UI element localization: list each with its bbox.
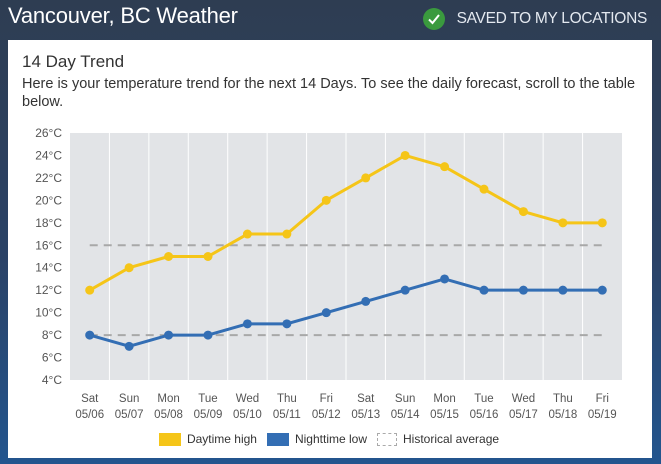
x-tick-date: 05/17 [509,409,538,421]
x-tick-date: 05/10 [233,409,262,421]
data-point-high[interactable] [321,195,331,205]
data-point-high[interactable] [85,285,95,295]
x-tick-date: 05/18 [548,409,577,421]
data-point-high[interactable] [203,252,213,261]
data-point-high[interactable] [558,218,568,228]
x-tick-date: 05/11 [273,409,301,421]
data-point-high[interactable] [361,173,371,183]
y-tick-label: 20°C [35,193,62,207]
x-tick-day: Mon [433,393,455,405]
data-point-low[interactable] [440,274,450,284]
x-tick-day: Thu [553,393,573,405]
temperature-chart: 26°C 24°C 22°C 20°C 18°C 16°C 14°C 12°C 10°C 8°C 6… [35,126,622,421]
card-description: Here is your temperature trend for the n… [22,76,636,110]
x-tick-day: Thu [277,393,297,405]
y-tick-label: 4°C [42,373,62,387]
data-point-high[interactable] [479,184,489,194]
y-tick-label: 8°C [42,328,62,342]
y-tick-label: 22°C [35,171,62,185]
saved-label: SAVED TO MY LOCATIONS [456,10,648,27]
card-title: 14 Day Trend [22,52,125,71]
page-title: Vancouver, BC Weather [8,3,238,28]
x-tick-date: 05/12 [312,409,341,421]
y-tick-label: 6°C [42,351,62,365]
x-tick-date: 05/13 [351,409,380,421]
trend-card: 14 Day Trend Here is your temperature tr… [8,40,652,458]
x-tick-date: 05/08 [154,409,183,421]
x-tick-day: Wed [512,393,535,405]
data-point-low[interactable] [85,330,95,340]
y-tick-label: 26°C [35,126,62,140]
data-point-high[interactable] [242,229,252,239]
data-point-low[interactable] [518,285,528,295]
data-point-low[interactable] [242,319,252,329]
x-tick-date: 05/06 [75,409,104,421]
x-tick-date: 05/15 [430,409,459,421]
data-point-high[interactable] [124,263,134,273]
x-tick-day: Sun [395,393,415,405]
series-line-low [89,277,603,348]
x-tick-date: 05/14 [391,409,420,421]
data-point-high[interactable] [400,150,410,160]
data-point-high[interactable] [282,229,292,239]
x-tick-day: Fri [596,393,609,405]
x-tick-date: 05/09 [194,409,223,421]
legend-label-high: Daytime high [186,432,257,446]
data-point-low[interactable] [124,341,134,351]
series-line-high [88,153,603,292]
y-tick-label: 10°C [35,306,62,320]
x-tick-day: Tue [198,393,217,405]
x-tick-day: Mon [157,393,179,405]
y-tick-label: 24°C [35,148,62,162]
data-point-low[interactable] [597,285,607,295]
data-point-low[interactable] [361,296,371,306]
legend-label-historical: Historical average [403,432,500,446]
data-point-high[interactable] [440,162,450,172]
check-circle-icon [422,8,445,30]
data-point-low[interactable] [479,285,489,295]
chart-legend: Daytime high Nighttime low Historical av… [8,432,652,446]
legend-item-historical[interactable]: Historical average [377,432,499,446]
x-tick-date: 05/16 [470,409,499,421]
legend-item-high[interactable]: Daytime high [158,432,257,446]
data-point-low[interactable] [321,308,331,318]
legend-swatch-high [158,432,181,446]
data-point-low[interactable] [203,330,213,340]
data-point-high[interactable] [597,218,607,228]
x-tick-day: Wed [236,393,259,405]
legend-swatch-historical [377,432,397,446]
y-tick-label: 14°C [35,261,62,275]
x-tick-day: Fri [320,393,333,405]
x-tick-day: Tue [474,393,493,405]
x-tick-date: 05/07 [115,409,144,421]
saved-to-my-locations-button[interactable]: SAVED TO MY LOCATIONS [422,8,648,30]
data-point-low[interactable] [164,330,174,340]
data-point-low[interactable] [400,285,410,295]
x-tick-day: Sat [81,393,99,405]
y-tick-label: 12°C [35,283,62,297]
y-tick-label: 18°C [35,216,62,230]
legend-label-low: Nighttime low [294,432,367,446]
x-tick-date: 05/19 [588,409,617,421]
data-point-high[interactable] [518,207,528,217]
legend-swatch-low [266,432,289,446]
x-tick-day: Sun [119,393,139,405]
data-point-high[interactable] [164,252,174,261]
y-tick-label: 16°C [35,238,62,252]
x-tick-day: Sat [357,393,375,405]
legend-item-low[interactable]: Nighttime low [266,432,367,446]
data-point-low[interactable] [558,285,568,295]
data-point-low[interactable] [282,319,292,329]
